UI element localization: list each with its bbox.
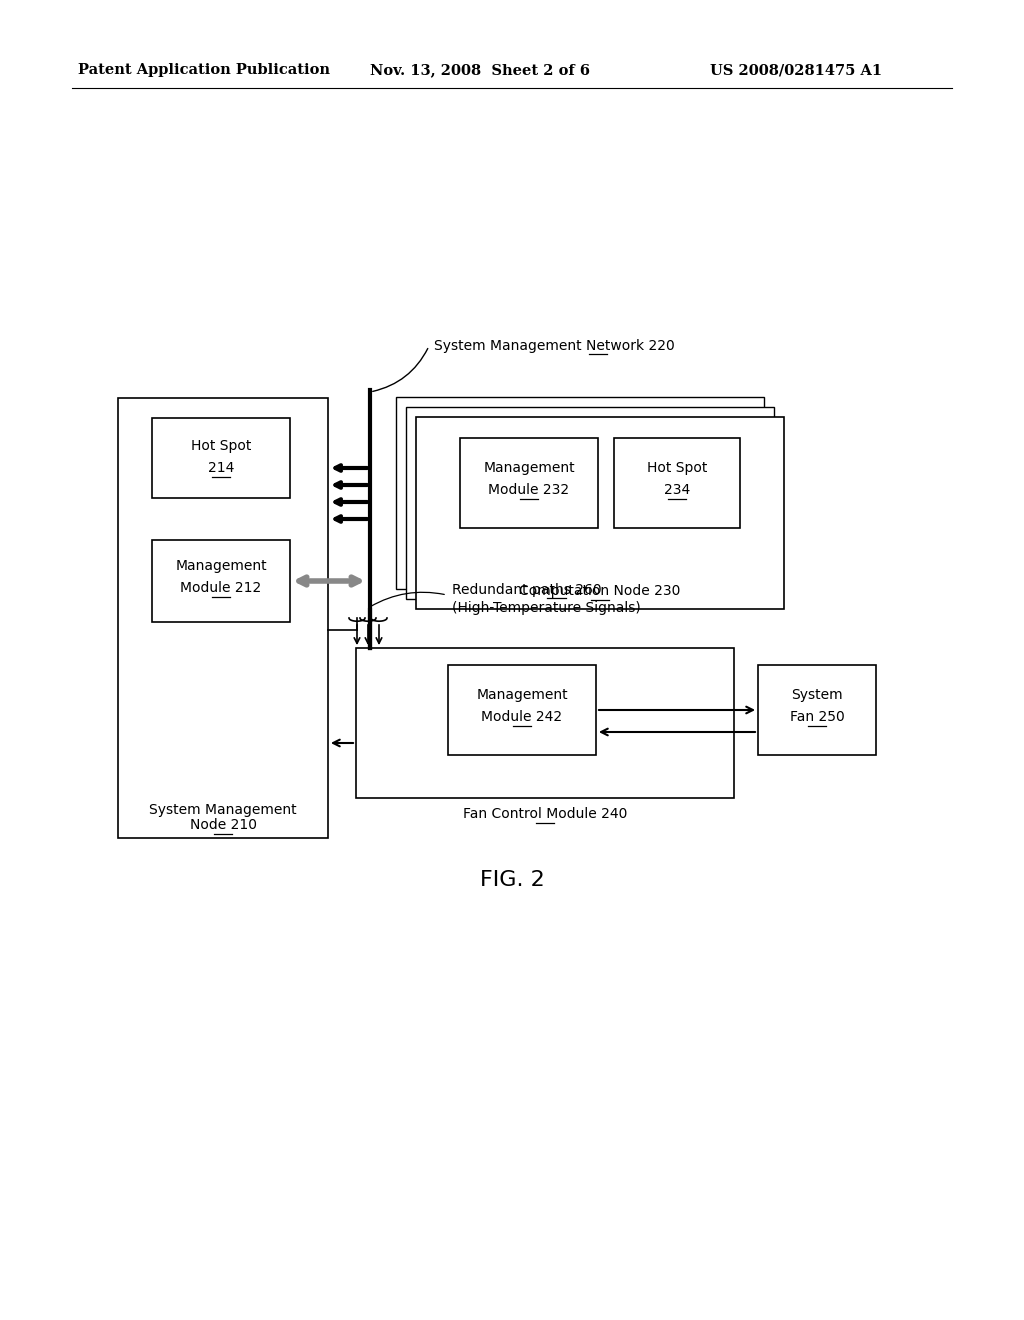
Bar: [152, 418, 290, 498]
Bar: [356, 648, 734, 799]
Bar: [449, 665, 596, 755]
Text: Computation Node 230: Computation Node 230: [519, 583, 681, 598]
Text: 234: 234: [664, 483, 690, 498]
Text: Module 232: Module 232: [488, 483, 569, 498]
Text: Hot Spot: Hot Spot: [190, 440, 251, 453]
Text: 214: 214: [208, 461, 234, 475]
Text: Hot Spot: Hot Spot: [647, 461, 708, 475]
Text: Redundant paths 260: Redundant paths 260: [452, 583, 602, 597]
Text: Node 210: Node 210: [189, 818, 256, 832]
Text: Fan 250: Fan 250: [790, 710, 845, 723]
Text: System: System: [792, 688, 843, 702]
Bar: [396, 397, 764, 589]
Text: Management: Management: [175, 558, 267, 573]
Text: US 2008/0281475 A1: US 2008/0281475 A1: [710, 63, 882, 77]
Text: Module 242: Module 242: [481, 710, 562, 723]
Text: Management: Management: [483, 461, 574, 475]
Text: Patent Application Publication: Patent Application Publication: [78, 63, 330, 77]
Text: Fan Control Module 240: Fan Control Module 240: [463, 807, 627, 821]
Text: Nov. 13, 2008  Sheet 2 of 6: Nov. 13, 2008 Sheet 2 of 6: [370, 63, 590, 77]
Bar: [614, 438, 740, 528]
Text: Module 212: Module 212: [180, 581, 261, 595]
Bar: [758, 665, 876, 755]
Bar: [460, 438, 598, 528]
Bar: [416, 417, 784, 609]
Bar: [152, 540, 290, 622]
Bar: [406, 407, 774, 599]
Text: System Management Network 220: System Management Network 220: [434, 339, 675, 352]
Text: (High-Temperature Signals): (High-Temperature Signals): [452, 601, 641, 615]
Text: System Management: System Management: [150, 803, 297, 817]
Text: FIG. 2: FIG. 2: [479, 870, 545, 890]
Text: Management: Management: [476, 688, 568, 702]
Bar: [118, 399, 328, 838]
